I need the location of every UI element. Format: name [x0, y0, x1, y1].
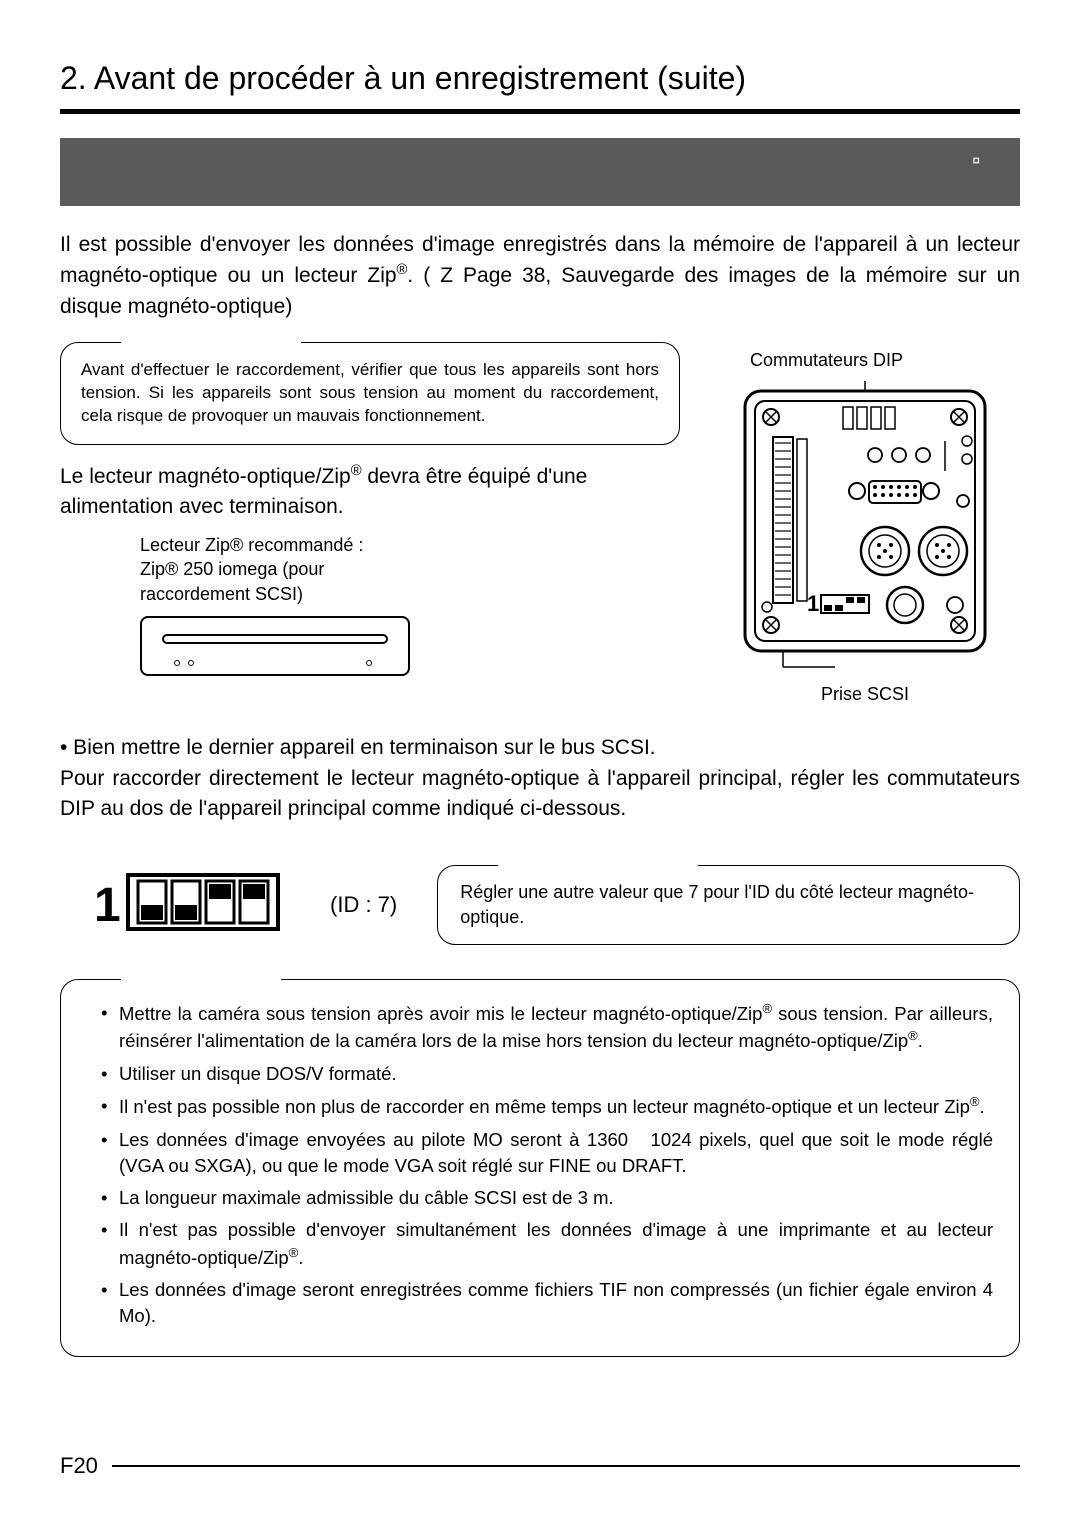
attention-item: Les données d'image envoyées au pilote M… [101, 1127, 993, 1180]
attention-item: Il n'est pas possible non plus de raccor… [101, 1093, 993, 1120]
attention-item: Utiliser un disque DOS/V formaté. [101, 1061, 993, 1087]
memo-box: Régler une autre valeur que 7 pour l'ID … [437, 865, 1020, 945]
intro-paragraph: Il est possible d'envoyer les données d'… [60, 230, 1020, 322]
dip-switch-diagram: 1 [90, 867, 290, 942]
svg-text:1: 1 [94, 879, 121, 932]
device-rear-diagram: 1 [735, 381, 995, 676]
title-rule [60, 109, 1020, 114]
banner-bar: ¤ [60, 138, 1020, 206]
section-title: 2. Avant de procéder à un enregistrement… [60, 60, 1020, 97]
termination-note: Le lecteur magnéto-optique/Zip® devra êt… [60, 461, 680, 521]
zip-line: Lecteur Zip® recommandé : [140, 533, 680, 557]
bullet-termination: • Bien mettre le dernier appareil en ter… [60, 733, 1020, 763]
memo-text: Régler une autre valeur que 7 pour l'ID … [460, 882, 974, 927]
zip-line: raccordement SCSI) [140, 582, 680, 606]
caution-text: Avant d'effectuer le raccordement, vérif… [81, 360, 659, 425]
attention-item: Les données d'image seront enregistrées … [101, 1277, 993, 1330]
dip-instruction: Pour raccorder directement le lecteur ma… [60, 764, 1020, 825]
banner-symbol: ¤ [972, 152, 980, 168]
page-footer: F20 [60, 1453, 1020, 1479]
id-label: (ID : 7) [330, 892, 397, 918]
caution-box: Avant d'effectuer le raccordement, vérif… [60, 342, 680, 445]
zip-line: Zip® 250 iomega (pour [140, 557, 680, 581]
zip-drive-icon [140, 616, 410, 676]
page-number: F20 [60, 1453, 98, 1479]
dip-label: Commutateurs DIP [750, 350, 1020, 371]
attention-item: La longueur maximale admissible du câble… [101, 1185, 993, 1211]
attention-item: Il n'est pas possible d'envoyer simultan… [101, 1217, 993, 1271]
attention-box: Mettre la caméra sous tension après avoi… [60, 979, 1020, 1357]
attention-list: Mettre la caméra sous tension après avoi… [101, 1000, 993, 1330]
scsi-label: Prise SCSI [710, 684, 1020, 705]
svg-text:1: 1 [807, 591, 819, 616]
zip-recommendation: Lecteur Zip® recommandé : Zip® 250 iomeg… [140, 533, 680, 676]
attention-item: Mettre la caméra sous tension après avoi… [101, 1000, 993, 1055]
